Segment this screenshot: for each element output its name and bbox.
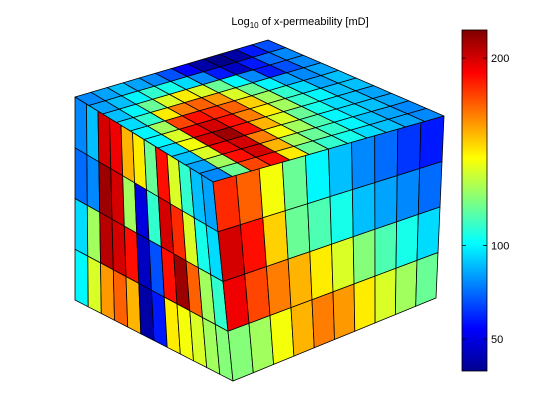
- right-face-cell: [351, 135, 376, 191]
- right-face-cell: [374, 175, 398, 230]
- right-face-cell: [284, 203, 311, 260]
- front-face-cell: [111, 218, 127, 278]
- right-face-cell: [248, 315, 275, 374]
- front-face-cell: [86, 154, 101, 213]
- right-face-cell: [331, 236, 355, 293]
- right-face-cell: [290, 299, 315, 357]
- right-face-cell: [415, 252, 439, 307]
- front-face-cell: [74, 198, 89, 257]
- front-face-cell: [86, 204, 101, 264]
- colorbar-gradient: [461, 29, 488, 372]
- right-face-cell: [395, 213, 419, 269]
- right-face-cell: [262, 210, 289, 268]
- front-face-cell: [86, 103, 100, 163]
- colorbar: 50 100 200: [461, 29, 509, 372]
- front-face-cell: [98, 161, 113, 220]
- right-face-cell: [269, 307, 295, 365]
- right-face-cell: [235, 168, 264, 226]
- front-face-cell: [97, 110, 112, 170]
- right-face-cell: [281, 155, 309, 212]
- right-face-cell: [419, 115, 445, 169]
- front-face-cell: [110, 168, 125, 227]
- colorbar-tick-label: 200: [491, 53, 509, 65]
- right-face-cell: [287, 251, 313, 309]
- right-face-cell: [304, 148, 331, 205]
- right-face-cell: [396, 168, 421, 223]
- colorbar-tick-label: 50: [491, 334, 503, 346]
- front-face-cell: [87, 255, 102, 314]
- right-face-cell: [374, 221, 398, 277]
- right-face-cell: [328, 141, 353, 198]
- front-face-cell: [74, 96, 88, 156]
- right-face-cell: [417, 161, 443, 215]
- right-face-cell: [332, 283, 356, 340]
- right-face-cell: [374, 267, 397, 324]
- right-face-cell: [416, 206, 441, 261]
- front-face-cell: [112, 269, 129, 328]
- right-face-cell: [307, 196, 332, 253]
- right-face-cell: [309, 243, 334, 301]
- block-model: [74, 39, 445, 382]
- right-face-cell: [352, 228, 376, 285]
- right-face-cell: [239, 217, 267, 275]
- right-face-cell: [396, 122, 422, 177]
- right-face-cell: [394, 259, 418, 316]
- colorbar-tick-label: 100: [491, 241, 509, 253]
- front-face-cell: [74, 147, 88, 206]
- right-face-cell: [265, 258, 292, 316]
- right-face-cell: [351, 182, 376, 238]
- right-face-cell: [329, 189, 354, 245]
- right-face-cell: [258, 161, 286, 219]
- right-face-cell: [353, 275, 376, 332]
- right-face-cell: [217, 224, 246, 282]
- front-face-cell: [100, 262, 115, 321]
- right-face-cell: [244, 266, 271, 324]
- front-face-cell: [74, 248, 89, 308]
- chart-title: Log10 of x-permeability [mD]: [231, 16, 368, 30]
- right-face-cell: [311, 291, 335, 349]
- right-face-cell: [374, 128, 399, 184]
- right-face-cell: [212, 174, 241, 233]
- front-face-cell: [99, 211, 114, 271]
